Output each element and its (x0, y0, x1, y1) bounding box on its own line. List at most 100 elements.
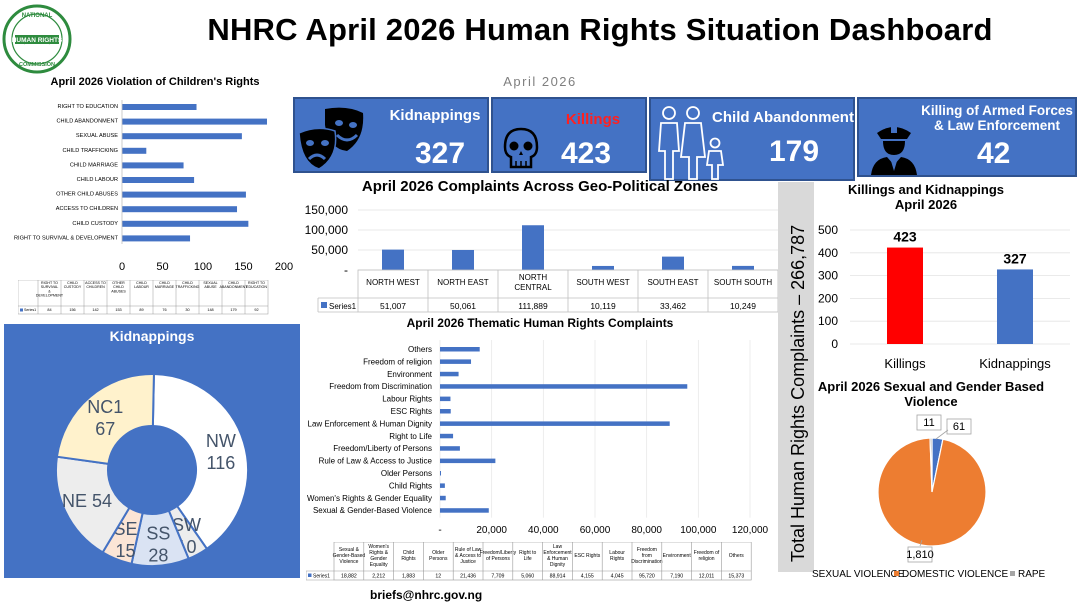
skull-icon (503, 127, 539, 169)
card-child-abandonment: Child Abandonment 179 (649, 97, 855, 181)
thematic-table-header: Enforcement (543, 550, 572, 556)
children-table-header: ABANDONMENT (220, 285, 249, 289)
children-table-header: CHILD (136, 281, 147, 285)
email-link[interactable]: briefs@nhrc.gov.ng (370, 588, 483, 602)
thematic-tick-label: 60,000 (580, 525, 611, 536)
thematic-tick-label: 120,000 (732, 525, 769, 536)
kk-tick-label: 200 (818, 291, 838, 305)
kk-tick-label: 300 (818, 269, 838, 283)
donut-label: NE 54 (62, 491, 112, 511)
children-chart-title: April 2026 Violation of Children's Right… (50, 76, 260, 88)
children-category-label: RIGHT TO SURVIVAL & DEVELOPMENT (14, 235, 119, 241)
donut-label: SS (146, 524, 170, 544)
children-tick-label: 50 (156, 261, 168, 273)
zones-category-label: CENTRAL (514, 283, 552, 292)
kk-category-label: Kidnappings (979, 356, 1051, 371)
sgbv-value-label: 61 (953, 421, 965, 433)
nhrc-logo: HUMAN RIGHTS NATIONAL COMMISSION (2, 4, 72, 74)
card-killings-value: 423 (561, 137, 612, 170)
thematic-table-header: Gender (370, 556, 387, 562)
children-table-header: SEXUAL (203, 281, 217, 285)
thematic-tick-label: 80,000 (631, 525, 662, 536)
zones-value-label: 51,007 (380, 301, 406, 311)
page-title: NHRC April 2026 Human Rights Situation D… (207, 12, 993, 47)
sgbv-value-label-box (916, 414, 942, 431)
children-table-header: SURVIVAL (41, 285, 58, 289)
thematic-bar (440, 446, 460, 451)
children-bar (122, 147, 147, 154)
zones-value-label: 33,462 (660, 301, 686, 311)
thematic-table-header: of Persons (486, 556, 510, 562)
thematic-table-header: Women's (368, 544, 389, 550)
thematic-table-header: religion (698, 556, 714, 562)
kk-value-label: 327 (1003, 250, 1027, 266)
children-table-value: 142 (92, 308, 98, 312)
children-table-header: RIGHT TO (248, 281, 265, 285)
children-table-value: 153 (115, 308, 121, 312)
children-table-header: ABUSES (111, 289, 126, 293)
thematic-category-label: Rule of Law & Access to Justice (319, 457, 433, 466)
thematic-table-value: 15,373 (728, 574, 744, 580)
children-tick-label: 150 (234, 261, 252, 273)
sgbv-title: April 2026 Sexual and Gender Based Viole… (817, 379, 1045, 409)
total-complaints-panel (778, 182, 814, 572)
thematic-table-header: Freedom of (694, 550, 720, 556)
zones-value-label: 10,249 (730, 301, 756, 311)
zones-category-label: SOUTH SOUTH (714, 278, 772, 287)
zones-bar (382, 249, 404, 270)
sgbv-slice-rape (929, 437, 933, 493)
card-armed-forces-label: Killing of Armed Forces & Law Enforcemen… (921, 103, 1073, 133)
thematic-category-label: Law Enforcement & Human Dignity (308, 419, 433, 428)
thematic-bar (440, 359, 472, 364)
thematic-bar (440, 371, 459, 377)
thematic-table-header: & Human (547, 556, 568, 562)
children-rights-chart: RIGHT TO EDUCATION CHILD ABANDONMENT SEXUA… (14, 100, 293, 273)
children-tick-label: 0 (119, 261, 125, 273)
thematic-table-header: from (642, 553, 652, 559)
month-label: April 2026 (503, 74, 577, 89)
zones-category-label: NORTH (519, 273, 548, 282)
zones-legend-key (321, 302, 327, 308)
thematic-table-header: Gender-Based (333, 553, 366, 559)
zones-category-label: SOUTH EAST (647, 278, 698, 287)
total-complaints-text: Total Human Rights Complaints – 266,787 (788, 225, 808, 562)
donut-slice-nw (151, 372, 249, 551)
children-category-label: CHILD MARRIAGE (70, 162, 118, 168)
children-table-header: RIGHT TO (41, 281, 58, 285)
zones-chart-title: April 2026 Complaints Across Geo-Politic… (361, 178, 719, 195)
kk-tick-label: 0 (831, 337, 838, 351)
children-table-header: LABOUR (134, 285, 149, 289)
children-bar (122, 220, 249, 227)
donut-value: 15 (115, 541, 135, 561)
sgbv-legend-label: RAPE (1018, 569, 1046, 580)
children-category-label: CHILD CUSTODY (72, 221, 118, 227)
donut-slice-nc1 (55, 373, 155, 466)
thematic-bar (440, 483, 445, 488)
children-table-value: 148 (207, 308, 213, 312)
sgbv-value-label: 1,810 (906, 549, 934, 561)
card-kidnappings: Kidnappings 327 (293, 97, 489, 173)
children-category-label: RIGHT TO EDUCATION (57, 104, 118, 110)
children-table-header: CUSTODY (64, 285, 82, 289)
sgbv-legend-label: SEXUAL VIOLENCE (812, 569, 905, 580)
children-bar (122, 118, 267, 125)
zones-value-label: 111,889 (518, 301, 548, 311)
card-child-abandonment-label: Child Abandonment (712, 109, 854, 126)
kill-kidnap-chart: 0 100 200 300 400 500 423 Killings 327 Kidnapping… (818, 223, 1070, 371)
thematic-table-header: Environment (663, 553, 692, 559)
thematic-table-value: 12 (435, 574, 441, 580)
donut-label: NC1 (87, 397, 123, 417)
card-armed-forces: Killing of Armed Forces & Law Enforcemen… (857, 97, 1077, 177)
kk-category-label: Killings (884, 356, 926, 371)
thematic-table-header: Sexual & (339, 547, 360, 553)
police-officer-icon (871, 127, 917, 175)
children-table-value: 179 (230, 308, 236, 312)
thematic-chart-title: April 2026 Thematic Human Rights Complai… (406, 316, 674, 330)
donut-value: 28 (148, 546, 168, 566)
thematic-table-value: 88,914 (550, 574, 566, 580)
thematic-tick-label: 40,000 (528, 525, 559, 536)
kk-bar (887, 247, 923, 344)
zones-bar (732, 265, 754, 270)
donut-value: 116 (207, 453, 236, 473)
